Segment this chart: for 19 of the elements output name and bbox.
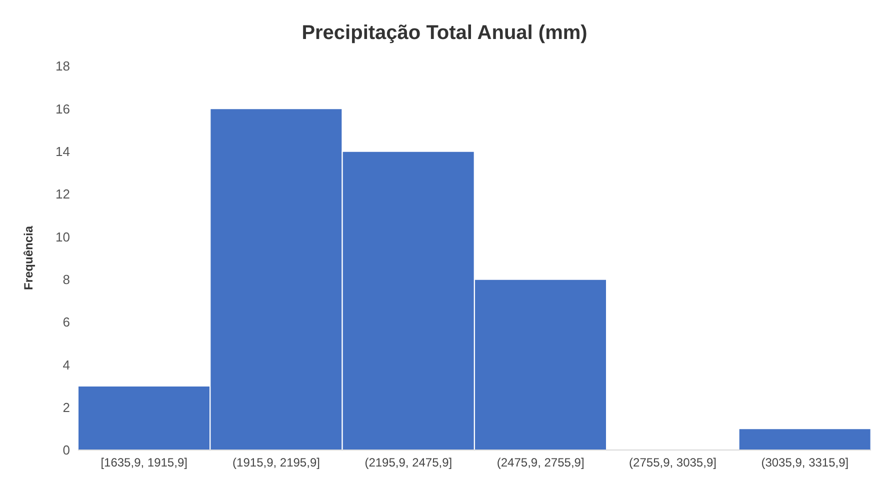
y-tick-label: 6: [62, 314, 70, 330]
y-tick-label: 10: [56, 229, 70, 244]
x-tick-label: (3035,9, 3315,9]: [761, 456, 849, 470]
y-tick-label: 12: [56, 186, 70, 202]
x-tick-label: (2195,9, 2475,9]: [364, 456, 452, 470]
x-tick-label: (1915,9, 2195,9]: [232, 456, 320, 470]
x-tick-label: (2475,9, 2755,9]: [496, 456, 584, 470]
y-axis-title: Frequência: [21, 226, 36, 290]
y-tick-label: 16: [56, 101, 70, 116]
y-tick-label: 8: [62, 272, 70, 287]
y-tick-label: 4: [62, 357, 70, 372]
y-tick-label: 18: [56, 58, 70, 74]
chart-title: Precipitação Total Anual (mm): [300, 21, 588, 46]
x-tick-label: [1635,9, 1915,9]: [100, 456, 188, 470]
y-tick-label: 14: [56, 144, 70, 159]
y-tick-label: 2: [62, 400, 70, 415]
bar: [738, 428, 872, 450]
x-tick-label: (2755,9, 3035,9]: [629, 456, 716, 470]
y-tick-label: 0: [62, 442, 70, 458]
